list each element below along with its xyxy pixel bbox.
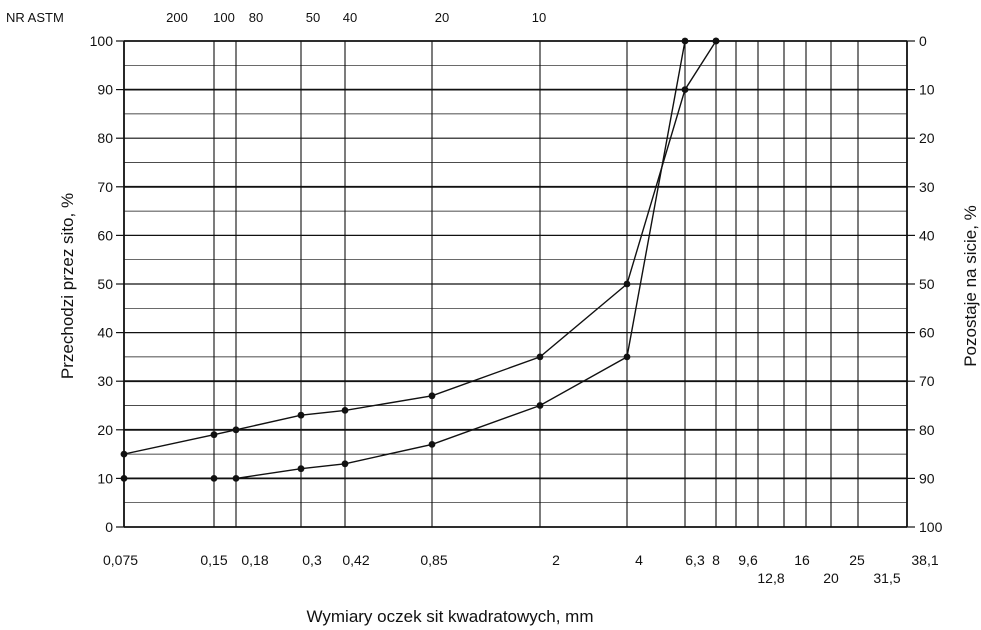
data-point [120,475,128,482]
data-point [210,475,218,482]
y2-tick-label: 100 [919,519,943,535]
astm-label: 200 [166,10,188,25]
astm-label: 10 [532,10,546,25]
x-tick-label: 31,5 [873,570,900,586]
data-point [536,353,544,361]
data-point [341,460,349,468]
y2-tick-label: 20 [919,130,935,146]
astm-label: 80 [249,10,263,25]
y-tick-label: 50 [97,276,113,292]
y2-tick-label: 80 [919,422,935,438]
y-axis-title: Przechodzi przez sito, % [58,193,77,379]
x-tick-label: 16 [794,552,810,568]
x-tick-label: 2 [552,552,560,568]
grid [116,40,915,528]
x-axis-title: Wymiary oczek sit kwadratowych, mm [306,607,593,626]
x-tick-label: 8 [712,552,720,568]
data-point [536,402,544,409]
y2-tick-label: 90 [919,470,935,486]
label-layer: 0102030405060708090100100908070605040302… [90,10,943,586]
y2-tick-label: 30 [919,179,935,195]
y2-tick-label: 70 [919,373,935,389]
x-tick-label: 0,85 [420,552,447,568]
x-tick-label: 20 [823,570,839,586]
y2-tick-label: 10 [919,82,935,98]
x-tick-label: 25 [849,552,865,568]
y-tick-label: 100 [90,33,114,49]
data-point [681,37,689,45]
x-tick-label: 4 [635,552,643,568]
x-tick-label: 38,1 [911,552,938,568]
data-point [210,431,218,439]
x-tick-label: 12,8 [757,570,784,586]
series-layer [120,37,720,482]
x-tick-label: 9,6 [738,552,758,568]
y2-tick-label: 50 [919,276,935,292]
data-point [428,392,436,400]
x-tick-label: 0,075 [103,552,138,568]
data-point [712,37,720,45]
series-line-1 [123,40,717,455]
y-tick-label: 60 [97,227,113,243]
series-line-2 [124,40,716,480]
data-point [232,475,240,482]
y2-tick-label: 0 [919,33,927,49]
x-tick-label: 0,42 [342,552,369,568]
astm-title: NR ASTM [6,10,64,25]
y-tick-label: 10 [97,470,113,486]
data-point [623,280,631,288]
y2-tick-label: 60 [919,325,935,341]
x-tick-label: 0,3 [302,552,322,568]
astm-label: 50 [306,10,320,25]
y-tick-label: 40 [97,325,113,341]
x-tick-label: 6,3 [685,552,705,568]
data-point [341,407,349,414]
y-tick-label: 90 [97,82,113,98]
data-point [428,441,436,448]
astm-label: 40 [343,10,357,25]
x-tick-label: 0,18 [241,552,268,568]
y2-axis-title: Pozostaje na sicie, % [961,205,980,367]
data-point [120,450,128,458]
data-point [297,411,305,419]
y-tick-label: 70 [97,179,113,195]
data-point [297,465,305,473]
data-point [232,426,240,434]
data-point [623,353,631,361]
y-tick-label: 80 [97,130,113,146]
data-point [681,86,689,93]
y-tick-label: 30 [97,373,113,389]
astm-label: 20 [435,10,449,25]
x-tick-label: 0,15 [200,552,227,568]
y2-tick-label: 40 [919,227,935,243]
y-tick-label: 20 [97,422,113,438]
y-tick-label: 0 [105,519,113,535]
astm-label: 100 [213,10,235,25]
